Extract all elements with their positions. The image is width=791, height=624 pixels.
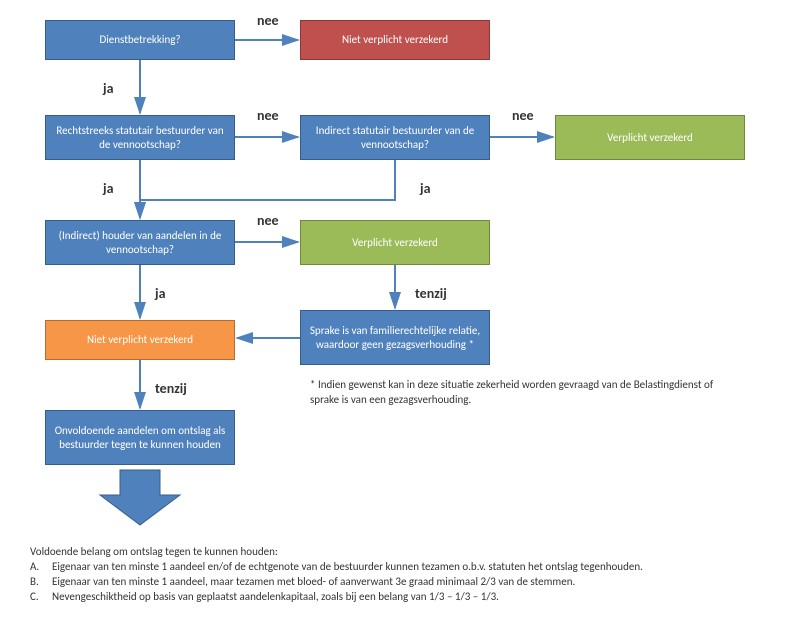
node-verplicht-2: Verplicht verzekerd xyxy=(300,220,490,265)
node-verplicht-1: Verplicht verzekerd xyxy=(555,115,745,160)
label-tenzij-2: tenzij xyxy=(155,380,187,397)
node-text: Onvoldoende aandelen om ontslag als best… xyxy=(52,424,228,450)
node-text: Niet verplicht verzekerd xyxy=(87,333,193,346)
footer-title: Voldoende belang om ontslag tegen te kun… xyxy=(30,545,770,560)
label-ja-4: ja xyxy=(155,285,166,302)
node-text: Sprake is van familierechtelijke relatie… xyxy=(307,324,483,350)
edge-n4-n6 xyxy=(140,160,395,218)
footer-block: Voldoende belang om ontslag tegen te kun… xyxy=(30,545,770,604)
footer-a: Eigenaar van ten minste 1 aandeel en/of … xyxy=(52,560,643,575)
label-ja-3: ja xyxy=(420,180,431,197)
footer-c: Nevengeschiktheid op basis van geplaatst… xyxy=(52,590,499,605)
node-familierelatie: Sprake is van familierechtelijke relatie… xyxy=(300,310,490,365)
node-text: (Indirect) houder van aandelen in de ven… xyxy=(52,229,228,255)
node-dienstbetrekking: Dienstbetrekking? xyxy=(45,20,235,60)
label-ja-2: ja xyxy=(103,180,114,197)
block-arrow-icon xyxy=(100,470,180,525)
node-text: Rechtstreeks statutair bestuurder van de… xyxy=(52,124,228,150)
node-text: Niet verplicht verzekerd xyxy=(342,33,448,46)
node-niet-verplicht-2: Niet verplicht verzekerd xyxy=(45,320,235,360)
label-nee-1: nee xyxy=(257,12,279,29)
label-nee-2: nee xyxy=(257,107,279,124)
label-nee-3: nee xyxy=(512,107,534,124)
footer-b: Eigenaar van ten minste 1 aandeel, maar … xyxy=(52,575,575,590)
node-rechtstreeks-bestuurder: Rechtstreeks statutair bestuurder van de… xyxy=(45,115,235,160)
node-houder-aandelen: (Indirect) houder van aandelen in de ven… xyxy=(45,220,235,265)
label-ja-1: ja xyxy=(103,80,114,97)
node-niet-verplicht-1: Niet verplicht verzekerd xyxy=(300,20,490,60)
footnote-asterisk: * Indien gewenst kan in deze situatie ze… xyxy=(310,378,730,408)
node-onvoldoende-aandelen: Onvoldoende aandelen om ontslag als best… xyxy=(45,410,235,465)
node-text: Verplicht verzekerd xyxy=(352,236,438,249)
node-text: Indirect statutair bestuurder van de ven… xyxy=(307,124,483,150)
node-text: Verplicht verzekerd xyxy=(607,131,693,144)
label-tenzij-1: tenzij xyxy=(415,285,447,302)
label-nee-4: nee xyxy=(257,212,279,229)
node-indirect-bestuurder: Indirect statutair bestuurder van de ven… xyxy=(300,115,490,160)
node-text: Dienstbetrekking? xyxy=(99,33,180,46)
